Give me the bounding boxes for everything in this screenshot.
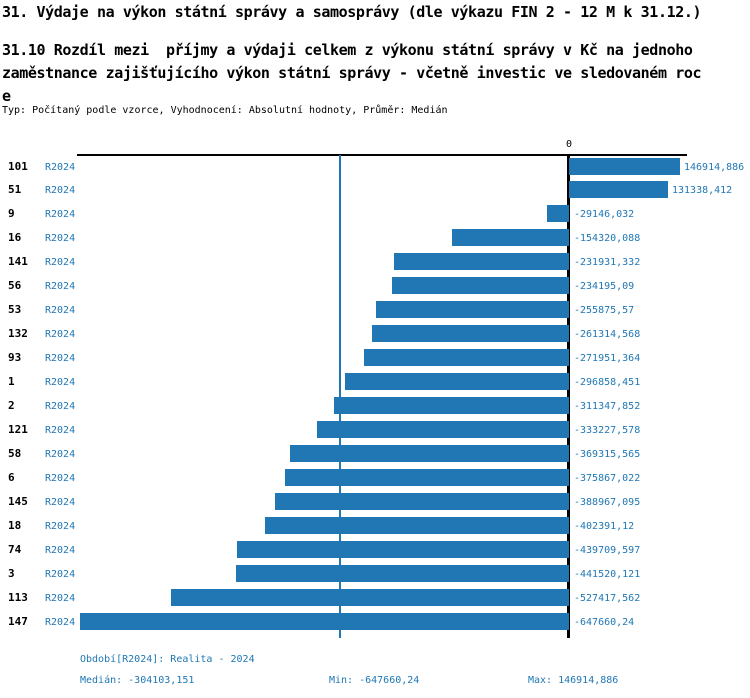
bar xyxy=(569,158,680,175)
bar-value-label: -255875,57 xyxy=(574,305,635,316)
row-id-label: 51 xyxy=(8,183,22,196)
footer-median-label: Medián: -304103,151 xyxy=(80,675,195,686)
bar xyxy=(237,541,569,558)
row-id-label: 6 xyxy=(8,471,15,484)
row-period-label: R2024 xyxy=(45,185,76,196)
row-period-label: R2024 xyxy=(45,329,76,340)
bar xyxy=(547,205,569,222)
row-period-label: R2024 xyxy=(45,257,76,268)
bar xyxy=(364,349,569,366)
bar-value-label: -311347,852 xyxy=(574,401,641,412)
bar-value-label: -271951,364 xyxy=(574,353,641,364)
bar xyxy=(275,493,569,510)
bar xyxy=(372,325,569,342)
row-period-label: R2024 xyxy=(45,545,76,556)
bar-value-label: -154320,088 xyxy=(574,233,641,244)
bar-value-label: -231931,332 xyxy=(574,257,641,268)
top-axis-line xyxy=(77,154,687,156)
row-id-label: 132 xyxy=(8,327,28,340)
footer-min-label: Min: -647660,24 xyxy=(329,675,420,686)
footer-period-label: Období[R2024]: Realita - 2024 xyxy=(80,654,255,665)
bar xyxy=(394,253,569,270)
bar xyxy=(317,421,569,438)
row-id-label: 56 xyxy=(8,279,22,292)
row-period-label: R2024 xyxy=(45,401,76,412)
row-period-label: R2024 xyxy=(45,281,76,292)
row-period-label: R2024 xyxy=(45,473,76,484)
row-id-label: 113 xyxy=(8,591,28,604)
bar xyxy=(265,517,569,534)
bar-value-label: 146914,886 xyxy=(684,162,745,173)
bar-value-label: -333227,578 xyxy=(574,425,641,436)
zero-axis-line xyxy=(567,155,570,638)
bar-value-label: -647660,24 xyxy=(574,617,635,628)
bar-value-label: -441520,121 xyxy=(574,569,641,580)
row-period-label: R2024 xyxy=(45,425,76,436)
row-id-label: 2 xyxy=(8,399,15,412)
indicator-meta: Typ: Počítaný podle vzorce, Vyhodnocení:… xyxy=(2,105,448,116)
row-period-label: R2024 xyxy=(45,569,76,580)
bar-value-label: 131338,412 xyxy=(672,185,733,196)
row-period-label: R2024 xyxy=(45,497,76,508)
bar xyxy=(171,589,569,606)
row-id-label: 18 xyxy=(8,519,22,532)
bar-value-label: -527417,562 xyxy=(574,593,641,604)
row-period-label: R2024 xyxy=(45,233,76,244)
row-id-label: 93 xyxy=(8,351,22,364)
footer-max-label: Max: 146914,886 xyxy=(528,675,619,686)
row-period-label: R2024 xyxy=(45,617,76,628)
median-line xyxy=(339,155,341,638)
row-period-label: R2024 xyxy=(45,449,76,460)
report-title: 31. Výdaje na výkon státní správy a samo… xyxy=(2,3,702,21)
row-id-label: 145 xyxy=(8,495,28,508)
row-id-label: 16 xyxy=(8,231,22,244)
bar xyxy=(345,373,569,390)
row-id-label: 9 xyxy=(8,207,15,220)
row-id-label: 121 xyxy=(8,423,28,436)
bar-value-label: -234195,09 xyxy=(574,281,635,292)
bar xyxy=(290,445,569,462)
row-id-label: 1 xyxy=(8,375,15,388)
row-id-label: 3 xyxy=(8,567,15,580)
bar-value-label: -402391,12 xyxy=(574,521,635,532)
bar xyxy=(392,277,569,294)
bar-value-label: -296858,451 xyxy=(574,377,641,388)
zero-tick-label: 0 xyxy=(565,139,573,150)
row-period-label: R2024 xyxy=(45,377,76,388)
bar-value-label: -261314,568 xyxy=(574,329,641,340)
row-id-label: 141 xyxy=(8,255,28,268)
bar-value-label: -29146,032 xyxy=(574,209,635,220)
bar-value-label: -388967,095 xyxy=(574,497,641,508)
bar xyxy=(285,469,569,486)
bar-value-label: -375867,022 xyxy=(574,473,641,484)
bar xyxy=(334,397,569,414)
row-period-label: R2024 xyxy=(45,162,76,173)
row-period-label: R2024 xyxy=(45,521,76,532)
bar xyxy=(569,181,668,198)
row-period-label: R2024 xyxy=(45,593,76,604)
row-period-label: R2024 xyxy=(45,305,76,316)
bar xyxy=(80,613,569,630)
row-id-label: 58 xyxy=(8,447,22,460)
row-id-label: 74 xyxy=(8,543,22,556)
row-period-label: R2024 xyxy=(45,209,76,220)
bar-value-label: -439709,597 xyxy=(574,545,641,556)
row-period-label: R2024 xyxy=(45,353,76,364)
row-id-label: 101 xyxy=(8,160,28,173)
bar xyxy=(452,229,569,246)
row-id-label: 147 xyxy=(8,615,28,628)
bar-value-label: -369315,565 xyxy=(574,449,641,460)
bar xyxy=(376,301,569,318)
row-id-label: 53 xyxy=(8,303,22,316)
bar xyxy=(236,565,569,582)
indicator-subtitle: 31.10 Rozdíl mezi příjmy a výdaji celkem… xyxy=(2,41,702,105)
